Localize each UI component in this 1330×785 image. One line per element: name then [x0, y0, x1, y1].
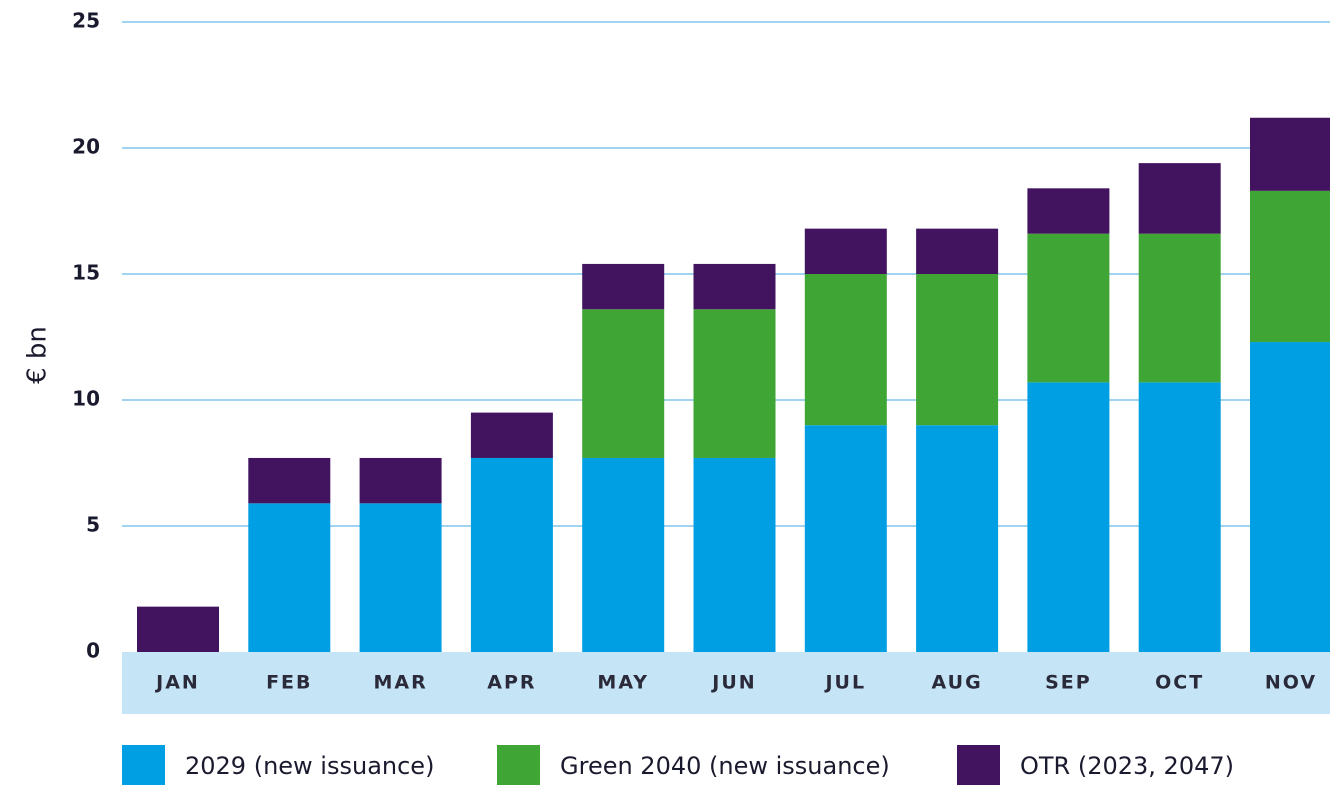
y-tick-label: 10: [72, 387, 100, 411]
x-tick-label: JUL: [823, 672, 866, 694]
x-tick-label: APR: [487, 672, 536, 694]
bar-segment: [916, 228, 999, 274]
bar-segment: [916, 425, 999, 652]
bar-segment: [1027, 233, 1110, 383]
y-tick-label: 20: [72, 135, 100, 159]
bar-segment: [582, 457, 665, 652]
x-tick-label: SEP: [1045, 672, 1092, 694]
x-tick-label: AUG: [932, 672, 983, 694]
legend-swatch: [122, 745, 165, 785]
x-tick-label: NOV: [1265, 672, 1317, 694]
bar-segment: [248, 457, 331, 504]
x-tick-label: JAN: [154, 672, 200, 694]
x-tick-label: OCT: [1155, 672, 1204, 694]
bar-segment: [470, 457, 553, 652]
bar-segment: [582, 309, 665, 458]
bar-segment: [359, 457, 442, 504]
bar-segment: [804, 274, 887, 426]
bar-segment: [916, 274, 999, 426]
y-tick-label: 15: [72, 261, 100, 285]
bar-segment: [693, 457, 776, 652]
bar-segment: [1250, 117, 1330, 191]
bar-segment: [1138, 163, 1221, 234]
y-tick-label: 25: [72, 9, 100, 33]
x-tick-label: MAR: [373, 672, 427, 694]
bar-segment: [1138, 233, 1221, 383]
category-band: [122, 652, 1330, 714]
bar-segment: [693, 309, 776, 458]
legend-label: 2029 (new issuance): [185, 752, 434, 780]
y-tick-label: 0: [86, 639, 100, 663]
bar-segment: [1027, 382, 1110, 652]
legend-swatch: [957, 745, 1000, 785]
legend-label: Green 2040 (new issuance): [560, 752, 890, 780]
bar-segment: [248, 503, 331, 652]
bar-segment: [582, 263, 665, 310]
bar-segment: [1138, 382, 1221, 652]
bar-segment: [1250, 342, 1330, 652]
bar-segment: [804, 228, 887, 274]
bar-segment: [1250, 190, 1330, 343]
y-tick-label: 5: [86, 513, 100, 537]
bar-segment: [470, 412, 553, 458]
bar-segment: [359, 503, 442, 652]
x-tick-label: JUN: [710, 672, 756, 694]
bar-segment: [804, 425, 887, 652]
x-tick-label: MAY: [597, 672, 649, 694]
legend-swatch: [497, 745, 540, 785]
legend-label: OTR (2023, 2047): [1020, 752, 1234, 780]
x-tick-label: FEB: [266, 672, 312, 694]
bar-segment: [1027, 188, 1110, 234]
y-axis-label: € bn: [23, 326, 53, 384]
bar-segment: [693, 263, 776, 310]
bar-segment: [137, 606, 219, 652]
